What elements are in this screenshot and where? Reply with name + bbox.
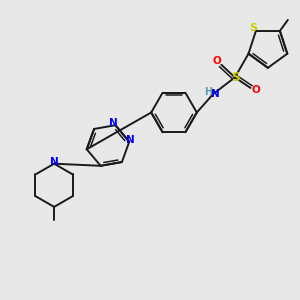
Text: N: N — [211, 89, 220, 99]
Text: S: S — [231, 71, 240, 84]
Text: O: O — [251, 85, 260, 95]
Text: N: N — [50, 158, 58, 167]
Text: N: N — [126, 135, 135, 145]
Text: O: O — [212, 56, 221, 66]
Text: S: S — [250, 23, 257, 33]
Text: N: N — [109, 118, 117, 128]
Text: H: H — [204, 87, 213, 97]
